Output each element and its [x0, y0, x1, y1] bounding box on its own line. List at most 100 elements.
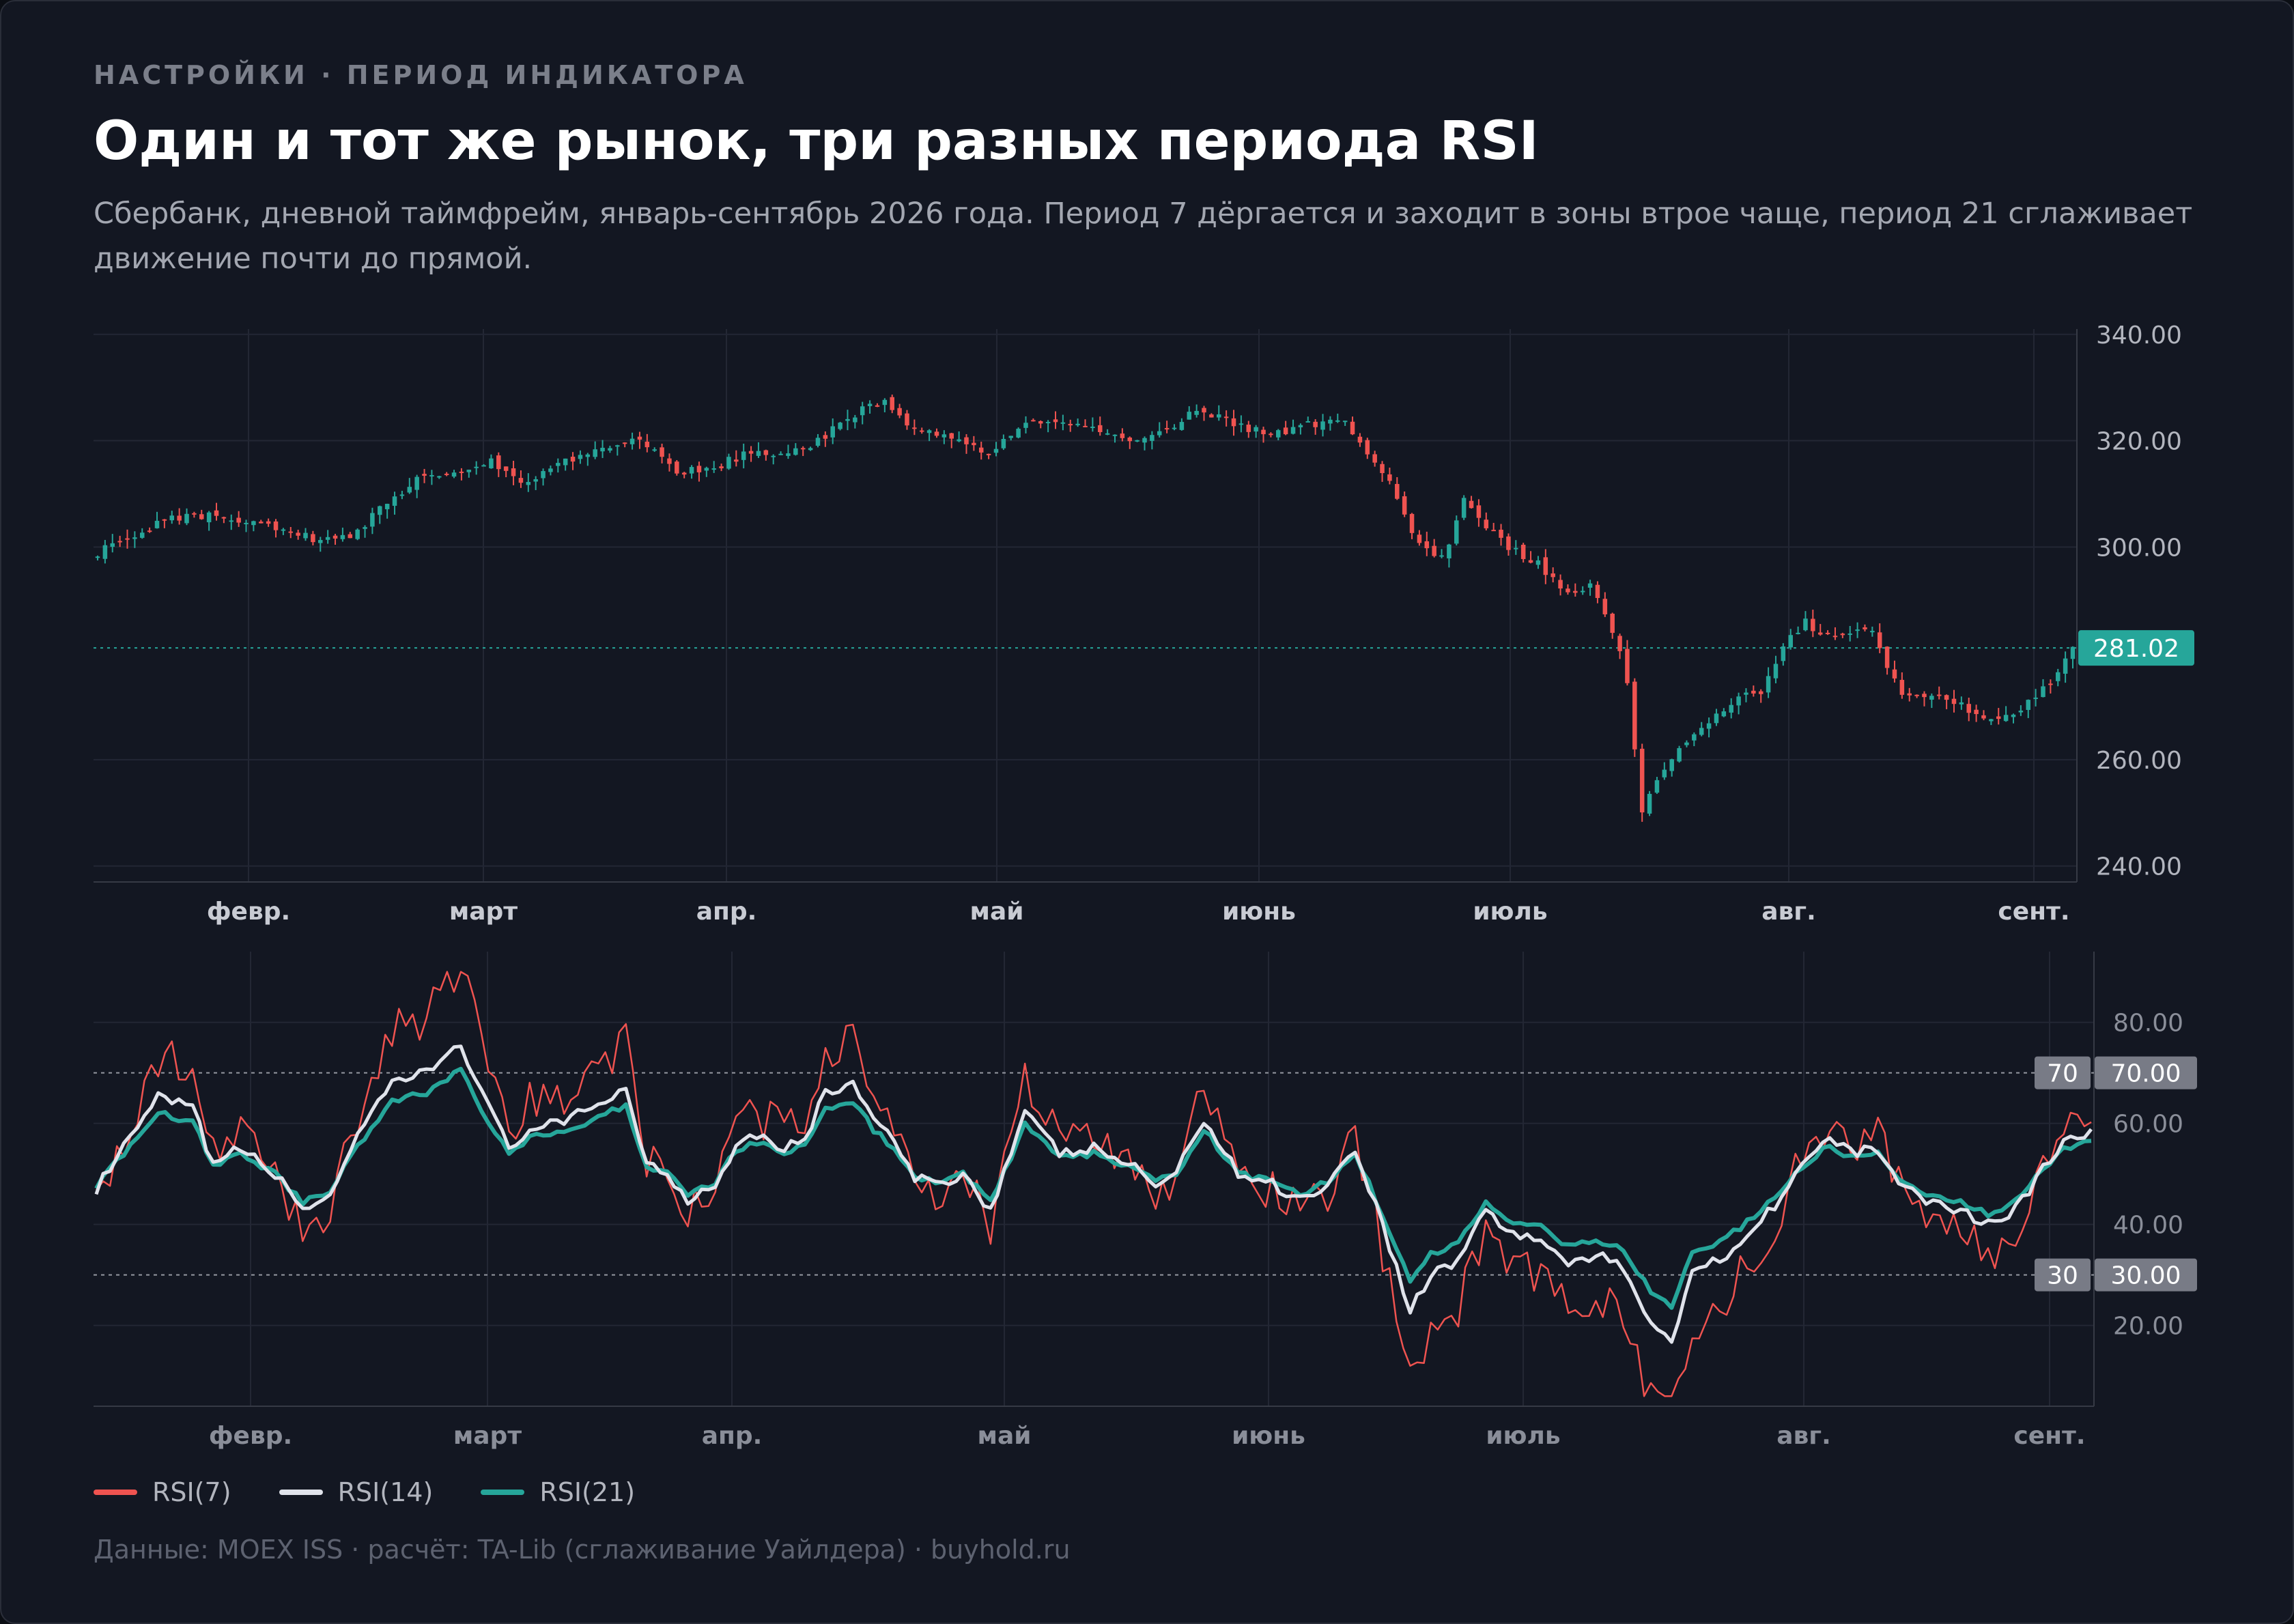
rsi-lines — [94, 971, 2093, 1397]
candle-body — [273, 521, 279, 530]
candle-body — [414, 476, 419, 490]
candle-body — [1996, 716, 2001, 720]
legend-item-rsi14[interactable]: RSI(14) — [279, 1477, 433, 1507]
legend-label-rsi7: RSI(7) — [152, 1477, 231, 1507]
candle-body — [1246, 425, 1251, 432]
candle-body — [1261, 429, 1266, 435]
candle-body — [1127, 437, 1133, 442]
candle-body — [957, 439, 961, 442]
candle-body — [734, 459, 739, 462]
candle-body — [763, 450, 769, 455]
rsi-y-tick-label: 60.00 — [2113, 1111, 2183, 1139]
eyebrow-label: НАСТРОЙКИ · ПЕРИОД ИНДИКАТОРА — [94, 60, 748, 90]
candle-body — [689, 467, 694, 474]
candle-body — [355, 529, 360, 539]
candle-body — [444, 473, 449, 475]
candle-body — [2048, 683, 2053, 685]
price-x-tick-label: авг. — [1761, 898, 1816, 926]
candle-body — [184, 513, 189, 524]
candle-body — [1209, 414, 1214, 418]
candle-body — [102, 545, 108, 559]
candle-body — [1357, 436, 1363, 443]
candle-body — [600, 447, 605, 452]
candle-body — [363, 527, 367, 529]
candle-body — [429, 474, 434, 476]
candle-body — [548, 468, 553, 472]
legend-item-rsi21[interactable]: RSI(21) — [481, 1477, 635, 1507]
candle-body — [1773, 664, 1779, 679]
candle-body — [1187, 412, 1192, 420]
candle-body — [1194, 410, 1199, 415]
candle-body — [1283, 427, 1288, 435]
candle-body — [1736, 696, 1741, 706]
candle-body — [556, 463, 561, 466]
candle-body — [1365, 440, 1370, 455]
candle-body — [978, 447, 984, 453]
candle-body — [1528, 560, 1533, 563]
candle-body — [1060, 422, 1066, 424]
rsi21-line — [94, 1066, 2092, 1310]
candle-body — [117, 541, 122, 543]
candle-body — [1305, 421, 1311, 423]
candle-body — [652, 449, 657, 451]
candle-body — [1929, 696, 1934, 700]
candle-body — [177, 515, 182, 521]
candle-body — [541, 471, 546, 479]
candle-body — [348, 534, 353, 539]
candle-body — [726, 457, 731, 469]
candle-body — [1558, 580, 1563, 589]
rsi-x-tick-label: сент. — [2013, 1422, 2085, 1450]
candle-body — [1172, 427, 1177, 429]
candle-body — [860, 406, 865, 416]
candle-body — [1387, 474, 1392, 481]
rsi-level-label: 70 — [2047, 1060, 2078, 1088]
candle-body — [251, 521, 256, 526]
candle-body — [882, 399, 888, 405]
candle-body — [1788, 635, 1793, 648]
candle-body — [1417, 535, 1422, 543]
rsi-x-tick-label: июнь — [1232, 1422, 1305, 1450]
candle-body — [675, 461, 679, 474]
candle-body — [139, 532, 145, 538]
candle-body — [875, 405, 880, 407]
candle-body — [1075, 423, 1080, 425]
candle-body — [1179, 422, 1185, 430]
candle-body — [1803, 618, 1808, 631]
price-x-tick-label: сент. — [1998, 898, 2069, 926]
candle-body — [1847, 633, 1852, 636]
candle-body — [1068, 423, 1073, 426]
candle-body — [1105, 433, 1110, 435]
candle-body — [2018, 710, 2024, 713]
candle-body — [1313, 421, 1318, 427]
candle-body — [756, 451, 761, 456]
candle-body — [719, 466, 724, 468]
candle-body — [1914, 694, 1919, 696]
candle-body — [570, 457, 576, 462]
legend-swatch-rsi21 — [481, 1490, 525, 1495]
candle-body — [593, 449, 597, 457]
candle-body — [1008, 436, 1014, 438]
candle-body — [1053, 419, 1058, 423]
candle-body — [318, 540, 323, 543]
candle-body — [169, 515, 175, 521]
candle-body — [1684, 742, 1689, 745]
candle-body — [1202, 408, 1206, 413]
candle-body — [2063, 658, 2068, 674]
candle-body — [972, 442, 976, 446]
legend-item-rsi7[interactable]: RSI(7) — [94, 1477, 231, 1507]
candle-body — [1535, 560, 1541, 565]
candle-body — [303, 532, 308, 539]
candle-body — [1647, 793, 1652, 814]
candle-body — [229, 520, 234, 522]
candle-body — [1469, 500, 1474, 509]
candle-body — [1372, 454, 1377, 463]
candle-body — [1016, 429, 1021, 438]
rsi-y-tick-label: 80.00 — [2113, 1010, 2183, 1038]
candle-body — [489, 458, 494, 469]
candle-body — [1447, 544, 1452, 558]
candle-body — [1706, 723, 1712, 729]
candle-body — [578, 455, 583, 459]
candle-body — [378, 506, 382, 515]
candle-body — [1090, 426, 1095, 428]
candle-body — [503, 466, 509, 471]
